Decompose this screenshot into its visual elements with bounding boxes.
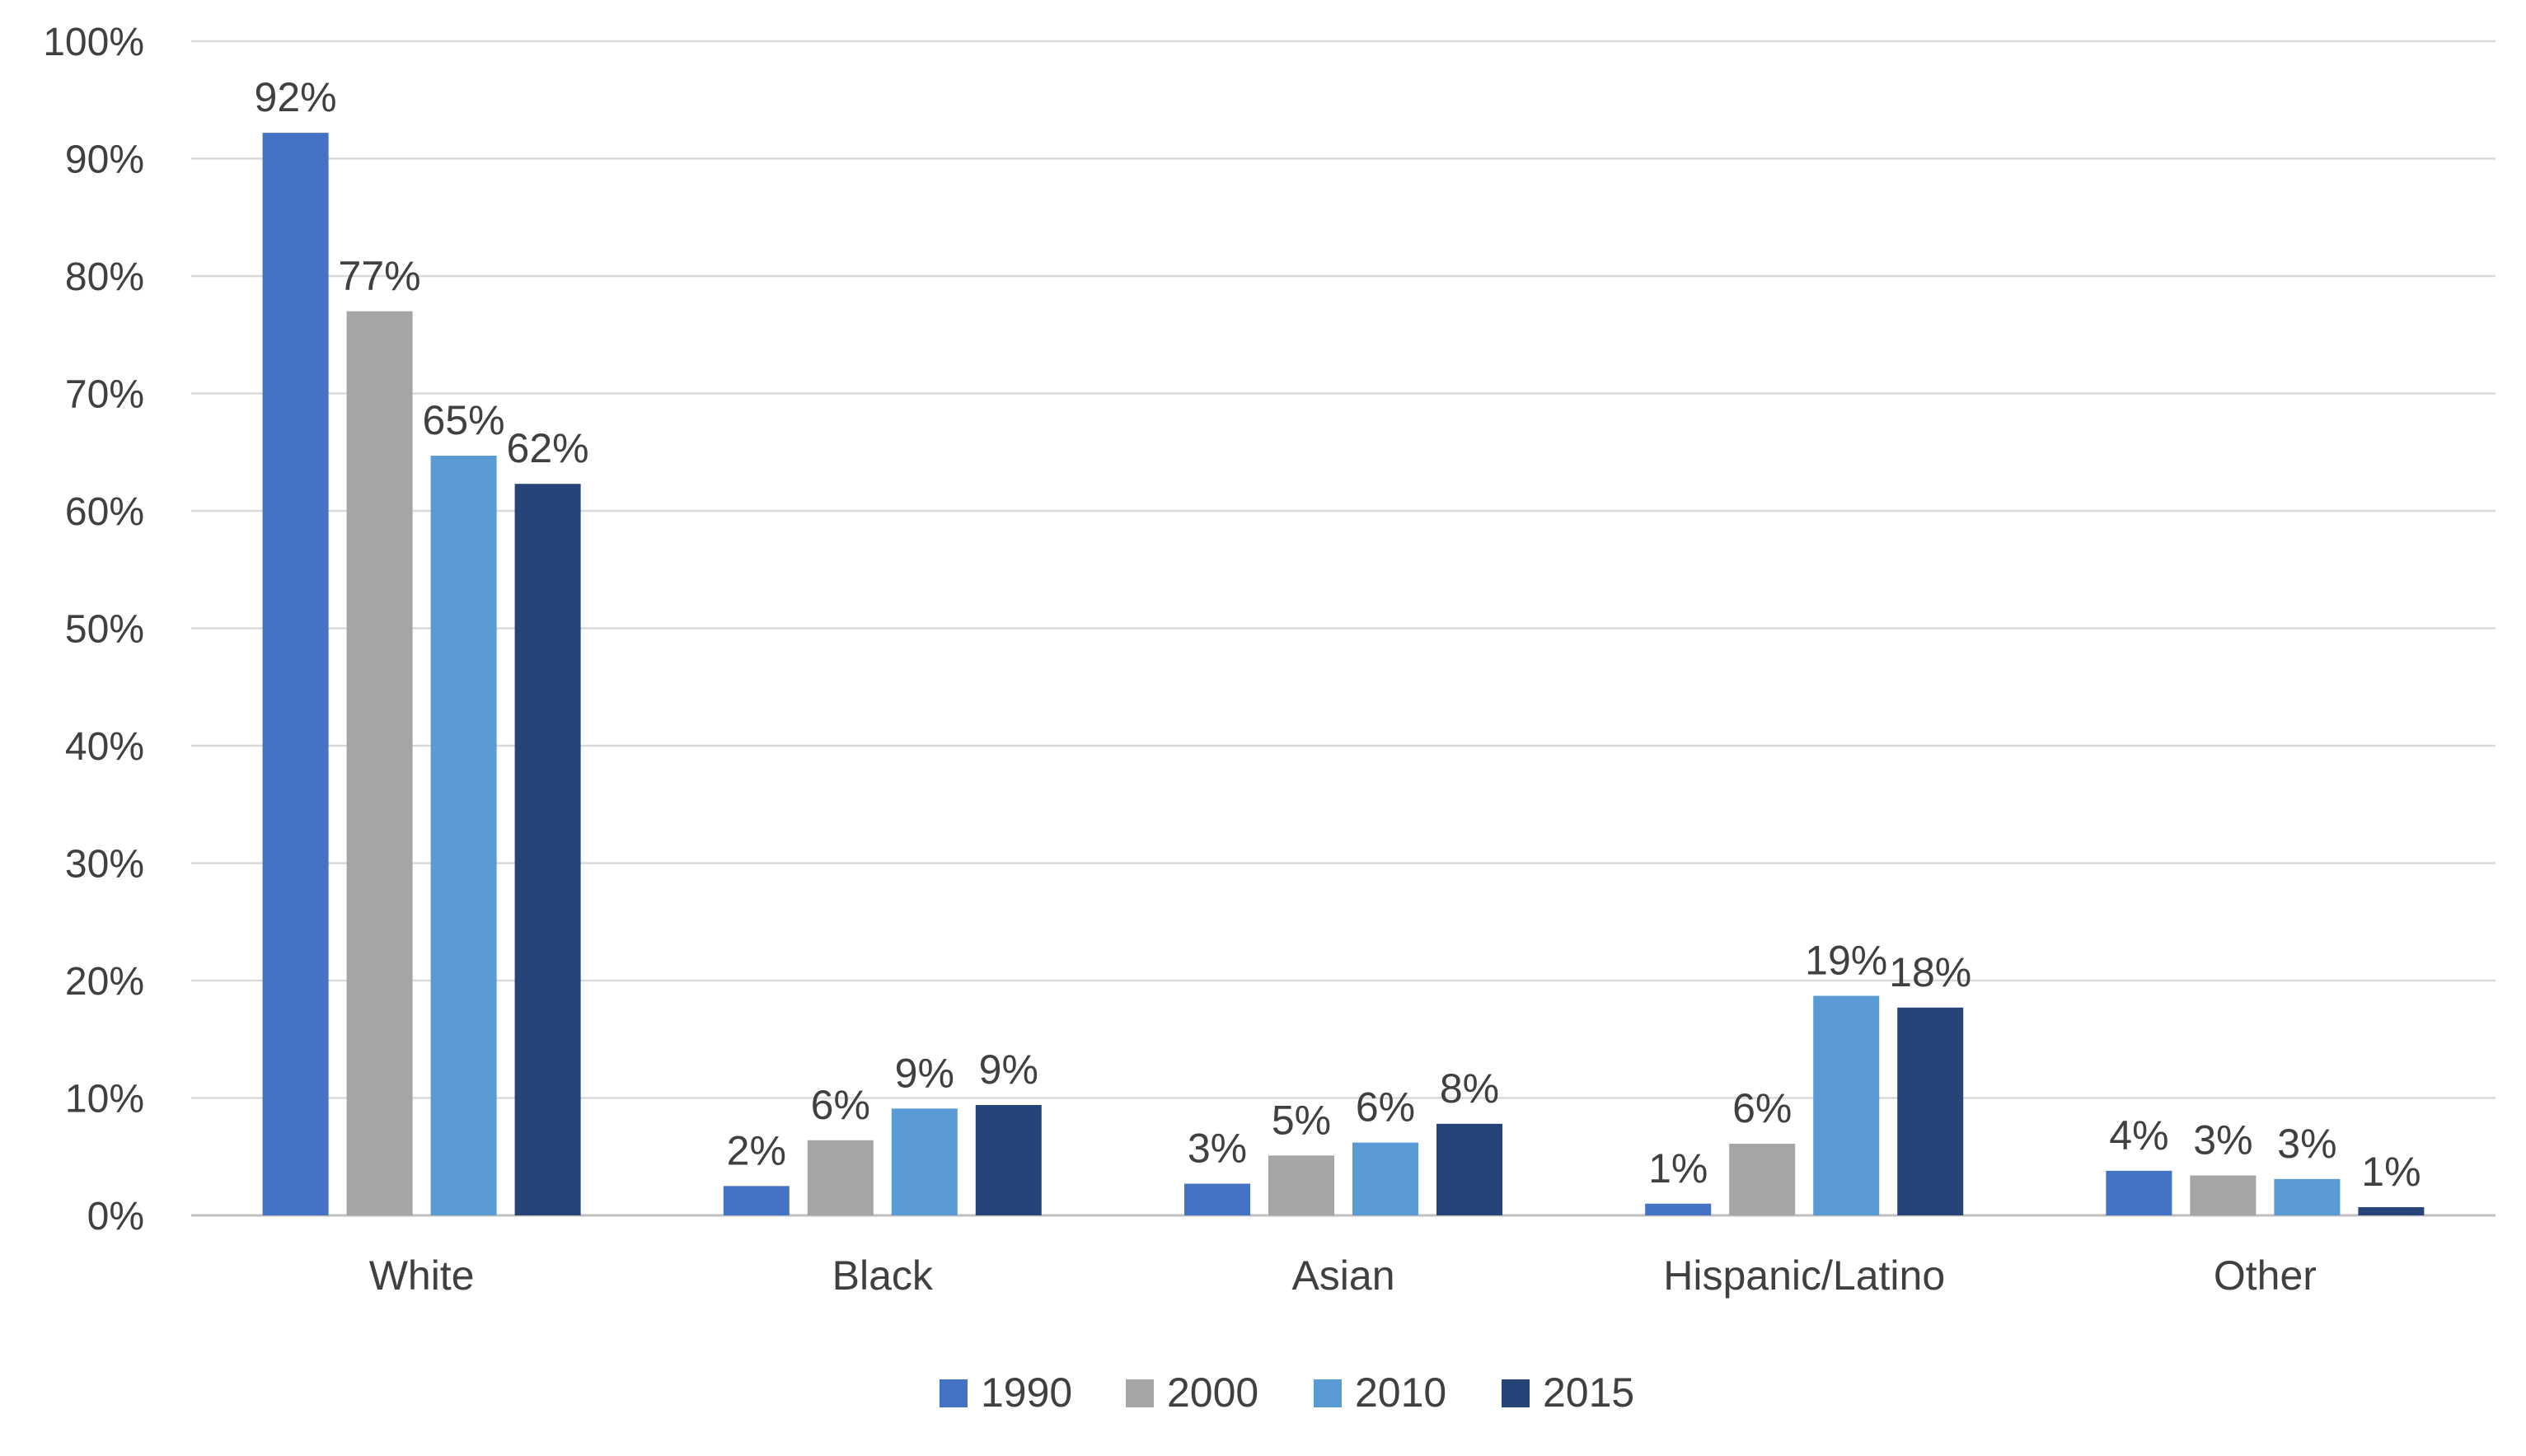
bar-2010 xyxy=(1352,1142,1418,1215)
data-label: 1% xyxy=(1648,1145,1708,1191)
bar-1990 xyxy=(723,1186,790,1215)
bar-1990 xyxy=(1184,1183,1250,1215)
bars xyxy=(262,133,2425,1215)
bar-2010 xyxy=(2274,1178,2341,1215)
legend-label: 1990 xyxy=(981,1369,1072,1416)
y-tick-label: 90% xyxy=(65,138,144,182)
x-axis-categories: White Black Asian Hispanic/Latino Other xyxy=(369,1252,2317,1299)
legend-swatch xyxy=(1502,1379,1530,1407)
bar-2000 xyxy=(1268,1155,1334,1215)
data-label: 8% xyxy=(1440,1065,1499,1112)
bar-2000 xyxy=(1729,1144,1796,1215)
data-label: 6% xyxy=(811,1082,870,1128)
bar-2010 xyxy=(891,1108,958,1215)
legend-swatch xyxy=(1126,1379,1154,1407)
legend-label: 2015 xyxy=(1543,1369,1634,1416)
y-tick-label: 30% xyxy=(65,843,144,887)
bar-1990 xyxy=(262,133,329,1215)
data-label: 77% xyxy=(339,253,421,299)
data-label: 18% xyxy=(1889,949,1971,995)
data-label: 5% xyxy=(1272,1097,1331,1143)
y-axis-ticks: 0% 10% 20% 30% 40% 50% 60% 70% 80% 90% 100% xyxy=(43,21,144,1238)
bar-2010 xyxy=(1813,995,1880,1215)
y-tick-label: 20% xyxy=(65,960,144,1004)
bar-2015 xyxy=(1897,1007,1964,1215)
bar-2000 xyxy=(346,311,413,1215)
data-label: 3% xyxy=(2193,1117,2252,1163)
data-labels: 92% 77% 65%62% 2% 6% 9% 9% 3% 5% 6% 8% 1% 6% 19% 18% 4%… xyxy=(255,74,2421,1195)
category-label: Asian xyxy=(1291,1252,1394,1299)
legend-label: 2010 xyxy=(1355,1369,1446,1416)
y-tick-label: 50% xyxy=(65,608,144,652)
y-tick-label: 40% xyxy=(65,725,144,769)
category-label: Hispanic/Latino xyxy=(1663,1252,1945,1299)
y-tick-label: 80% xyxy=(65,255,144,299)
bar-2000 xyxy=(807,1140,874,1215)
data-label: 2% xyxy=(727,1127,786,1173)
y-tick-label: 70% xyxy=(65,373,144,417)
legend-swatch xyxy=(940,1379,968,1407)
data-label: 9% xyxy=(895,1050,954,1096)
legend-label: 2000 xyxy=(1167,1369,1258,1416)
data-label: 6% xyxy=(1356,1084,1415,1131)
bar-2000 xyxy=(2190,1175,2257,1215)
data-label: 9% xyxy=(979,1046,1038,1093)
data-label: 65% xyxy=(423,397,505,443)
data-label: 1% xyxy=(2361,1149,2421,1195)
data-label: 92% xyxy=(255,74,337,120)
data-label: 3% xyxy=(2277,1121,2336,1167)
bar-2010 xyxy=(430,456,497,1215)
y-tick-label: 100% xyxy=(43,21,144,64)
data-label: 62% xyxy=(507,425,589,471)
legend: 1990 2000 2010 2015 xyxy=(940,1369,1634,1416)
bar-2015 xyxy=(2358,1207,2425,1215)
data-label: 3% xyxy=(1188,1126,1247,1172)
bar-2015 xyxy=(975,1105,1042,1215)
data-label: 4% xyxy=(2109,1112,2168,1159)
category-label: Other xyxy=(2214,1252,2317,1299)
y-tick-label: 60% xyxy=(65,490,144,534)
category-label: Black xyxy=(832,1252,934,1299)
bar-2015 xyxy=(514,484,581,1215)
data-label: 6% xyxy=(1732,1085,1792,1131)
category-label: White xyxy=(369,1252,475,1299)
bar-1990 xyxy=(2106,1170,2172,1215)
bar-2015 xyxy=(1436,1123,1502,1215)
y-tick-label: 10% xyxy=(65,1078,144,1121)
data-label: 19% xyxy=(1805,938,1887,984)
y-tick-label: 0% xyxy=(87,1195,144,1238)
legend-swatch xyxy=(1314,1379,1342,1407)
bar-1990 xyxy=(1645,1203,1712,1215)
